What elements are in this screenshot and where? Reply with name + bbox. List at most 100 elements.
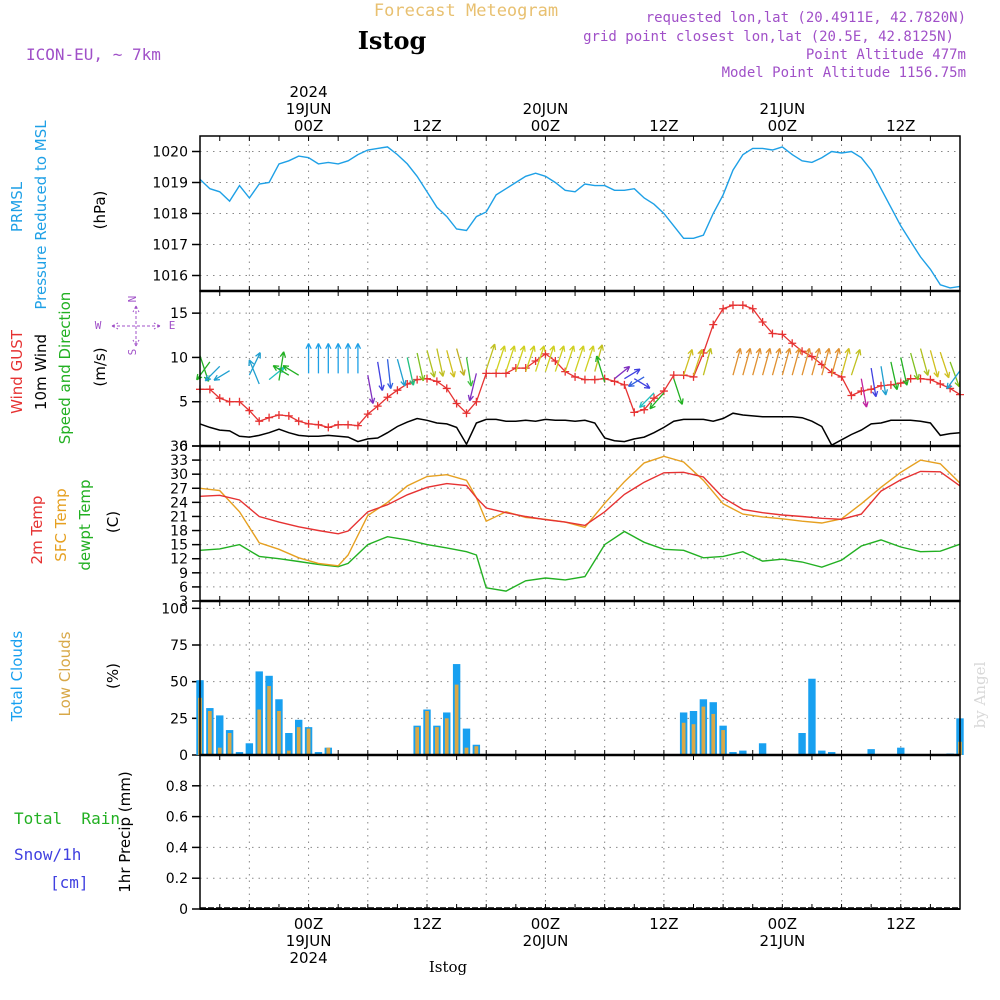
wind-arrow-icon (334, 343, 342, 374)
gust-marker (551, 356, 560, 365)
pressure-panel: 1016 1017 1018 1019 1020 (152, 135, 961, 292)
sfc-temp-line (199, 455, 961, 567)
gust-marker (650, 394, 659, 403)
gust-marker (363, 410, 372, 419)
wind-arrow-icon (305, 343, 312, 374)
wind-arrow-icon (534, 345, 546, 372)
total-clouds-bar (758, 743, 767, 755)
low-clouds-bar (286, 750, 291, 755)
gust-marker (255, 417, 264, 426)
temperature-ytick-label: 9 (179, 566, 188, 582)
gust-marker (304, 419, 313, 428)
wind-arrow-icon (702, 347, 713, 376)
wind-arrow-icon (910, 352, 920, 381)
wind-arrow-icon (282, 365, 300, 376)
pressure-unit: (hPa) (91, 191, 109, 230)
gust-marker (205, 385, 214, 394)
bottom-time-label: 00Z (294, 915, 323, 933)
clouds-ytick-label: 25 (170, 711, 188, 727)
temperature-ytick-label: 3 (179, 594, 188, 610)
wind-arrow-icon (732, 347, 743, 376)
gust-marker (472, 397, 481, 406)
low-clouds-label: Low Clouds (56, 631, 74, 716)
gust-marker (738, 301, 747, 310)
gust-marker (314, 420, 323, 429)
gust-marker (807, 352, 816, 361)
wind-arrow-icon (515, 345, 526, 372)
top-time-label: 2024 (289, 83, 327, 101)
clouds-ytick-label: 0 (179, 748, 188, 764)
precip-panel: 0 0.2 0.4 0.6 0.8 (166, 754, 961, 918)
low-clouds-bar (227, 733, 232, 755)
total-clouds-bar (245, 743, 254, 755)
total-clouds-bar (462, 728, 471, 755)
gust-marker (719, 304, 728, 313)
wind10m-line (199, 412, 961, 447)
gust-marker (768, 329, 777, 338)
gust-marker (344, 420, 353, 429)
wind-arrow-icon (860, 378, 869, 408)
wind-arrow-icon (595, 355, 606, 383)
wind-arrow-icon (278, 351, 287, 381)
top-time-label: 12Z (649, 117, 678, 135)
gust-marker (531, 356, 540, 365)
total-clouds-bar (798, 733, 806, 755)
gust-marker (709, 320, 718, 329)
wind-frame (199, 290, 961, 447)
pressure-ytick-label: 1020 (152, 145, 188, 161)
wind-arrow-icon (386, 359, 394, 389)
temperature-ytick-label: 18 (170, 524, 188, 540)
gust-marker (896, 379, 905, 388)
pressure-ytick-label: 1019 (152, 176, 188, 192)
low-clouds-bar (208, 711, 212, 755)
wind-arrow-icon (840, 347, 851, 376)
wind-arrow-icon (268, 366, 285, 381)
pressure-frame (199, 135, 961, 292)
gust-marker (373, 402, 382, 411)
wind-arrow-icon (633, 378, 651, 389)
low-clouds-bar (691, 724, 696, 755)
wind-arrow-icon (761, 347, 772, 376)
gust-marker (353, 421, 362, 430)
low-clouds-bar (415, 727, 419, 755)
temp-unit: (C) (104, 511, 122, 533)
total-clouds-label: Total Clouds (8, 631, 26, 723)
temperature-ytick-label: 21 (170, 509, 188, 525)
low-clouds-bar (267, 686, 271, 755)
precip-ytick-label: 0 (179, 902, 188, 918)
wind-arrow-icon (946, 370, 961, 390)
low-clouds-bar (721, 730, 725, 755)
wind-arrow-icon (495, 345, 507, 372)
wind-arrow-icon (742, 347, 752, 376)
gust-marker (867, 385, 876, 394)
dewpt-label: dewpt Temp (76, 479, 94, 570)
gust-marker (778, 330, 787, 339)
clouds-panel: 0 25 50 75 100 (161, 600, 964, 764)
compass-east: E (169, 319, 176, 332)
wind-arrow-icon (850, 348, 862, 376)
wind-arrow-icon (900, 357, 909, 386)
wind-arrow-icon (821, 347, 831, 376)
wind-arrow-icon (213, 370, 230, 381)
gust-marker (235, 397, 244, 406)
gust-marker (679, 371, 688, 380)
wind-arrow-icon (367, 375, 376, 404)
pressure-label-1: PRMSL (8, 181, 26, 232)
top-time-label: 12Z (412, 117, 441, 135)
wind-arrow-icon (325, 343, 332, 374)
wind-arrow-icon (624, 368, 641, 380)
gust-marker (906, 374, 915, 383)
wind-arrow-icon (919, 348, 930, 376)
total-clouds-bar (897, 747, 905, 755)
wind-arrow-icon (544, 345, 556, 372)
wind-arrow-icon (752, 347, 762, 376)
gust-marker (669, 371, 678, 380)
wind-arrow-icon (426, 350, 437, 378)
clouds-ytick-label: 75 (170, 638, 188, 654)
wind-arrow-icon (890, 361, 900, 391)
gust-marker (788, 339, 797, 348)
bottom-time-label: 12Z (886, 915, 915, 933)
gust-marker (432, 377, 441, 386)
gust-marker (580, 375, 589, 384)
